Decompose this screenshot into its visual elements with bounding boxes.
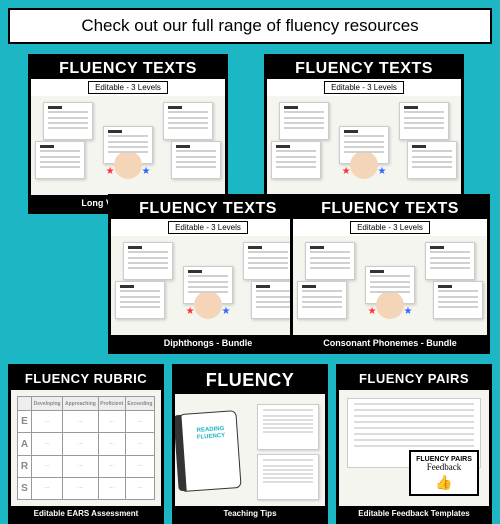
hand-icon <box>188 293 228 333</box>
header-text: Check out our full range of fluency reso… <box>81 16 418 35</box>
card-preview: ★★★★ <box>267 96 461 195</box>
card-title: FLUENCY TEXTS <box>293 197 487 219</box>
card-footer: Diphthongs - Bundle <box>111 335 305 351</box>
card-title: FLUENCY <box>175 367 325 394</box>
card-title: FLUENCY TEXTS <box>111 197 305 219</box>
card-consonant-phonemes[interactable]: FLUENCY TEXTS Editable - 3 Levels ★★★★ C… <box>290 194 490 354</box>
card-footer: Editable Feedback Templates <box>339 506 489 521</box>
pages-icon <box>257 404 319 500</box>
card-r-controlled[interactable]: FLUENCY TEXTS Editable - 3 Levels ★★★★ R… <box>264 54 464 214</box>
card-subtitle: Editable - 3 Levels <box>324 81 404 94</box>
card-fluency-rubric[interactable]: FLUENCY RUBRIC DevelopingApproachingProf… <box>8 364 164 524</box>
tips-preview: READING FLUENCY <box>175 394 325 506</box>
card-subtitle: Editable - 3 Levels <box>88 81 168 94</box>
card-fluency-pairs[interactable]: FLUENCY PAIRS FLUENCY PAIRS Feedback 👍 E… <box>336 364 492 524</box>
card-long-vowels[interactable]: FLUENCY TEXTS Editable - 3 Levels ★★★★ L… <box>28 54 228 214</box>
hand-icon <box>108 153 148 193</box>
hand-icon <box>344 153 384 193</box>
card-title: FLUENCY TEXTS <box>31 57 225 79</box>
card-subtitle: Editable - 3 Levels <box>168 221 248 234</box>
thumbs-up-icon: 👍 <box>435 475 452 490</box>
card-fluency-tips[interactable]: FLUENCY READING FLUENCY Teaching Tips <box>172 364 328 524</box>
binder-icon: READING FLUENCY <box>178 410 241 492</box>
rubric-table: DevelopingApproachingProficientExceeding… <box>17 396 155 500</box>
card-diphthongs[interactable]: FLUENCY TEXTS Editable - 3 Levels ★★★★ D… <box>108 194 308 354</box>
feedback-badge: FLUENCY PAIRS Feedback 👍 <box>409 450 479 496</box>
card-preview: ★★★★ <box>111 236 305 335</box>
card-preview: ★★★★ <box>31 96 225 195</box>
card-title: FLUENCY TEXTS <box>267 57 461 79</box>
card-subtitle: Editable - 3 Levels <box>350 221 430 234</box>
pairs-preview: FLUENCY PAIRS Feedback 👍 <box>339 390 489 506</box>
card-title: FLUENCY RUBRIC <box>11 367 161 390</box>
bottom-row: FLUENCY RUBRIC DevelopingApproachingProf… <box>8 364 492 524</box>
card-title: FLUENCY PAIRS <box>339 367 489 390</box>
hand-icon <box>370 293 410 333</box>
header-banner: Check out our full range of fluency reso… <box>8 8 492 44</box>
top-card-grid: FLUENCY TEXTS Editable - 3 Levels ★★★★ L… <box>8 54 492 354</box>
card-footer: Teaching Tips <box>175 506 325 521</box>
card-footer: Editable EARS Assessment <box>11 506 161 521</box>
card-footer: Consonant Phonemes - Bundle <box>293 335 487 351</box>
rubric-preview: DevelopingApproachingProficientExceeding… <box>11 390 161 506</box>
card-preview: ★★★★ <box>293 236 487 335</box>
